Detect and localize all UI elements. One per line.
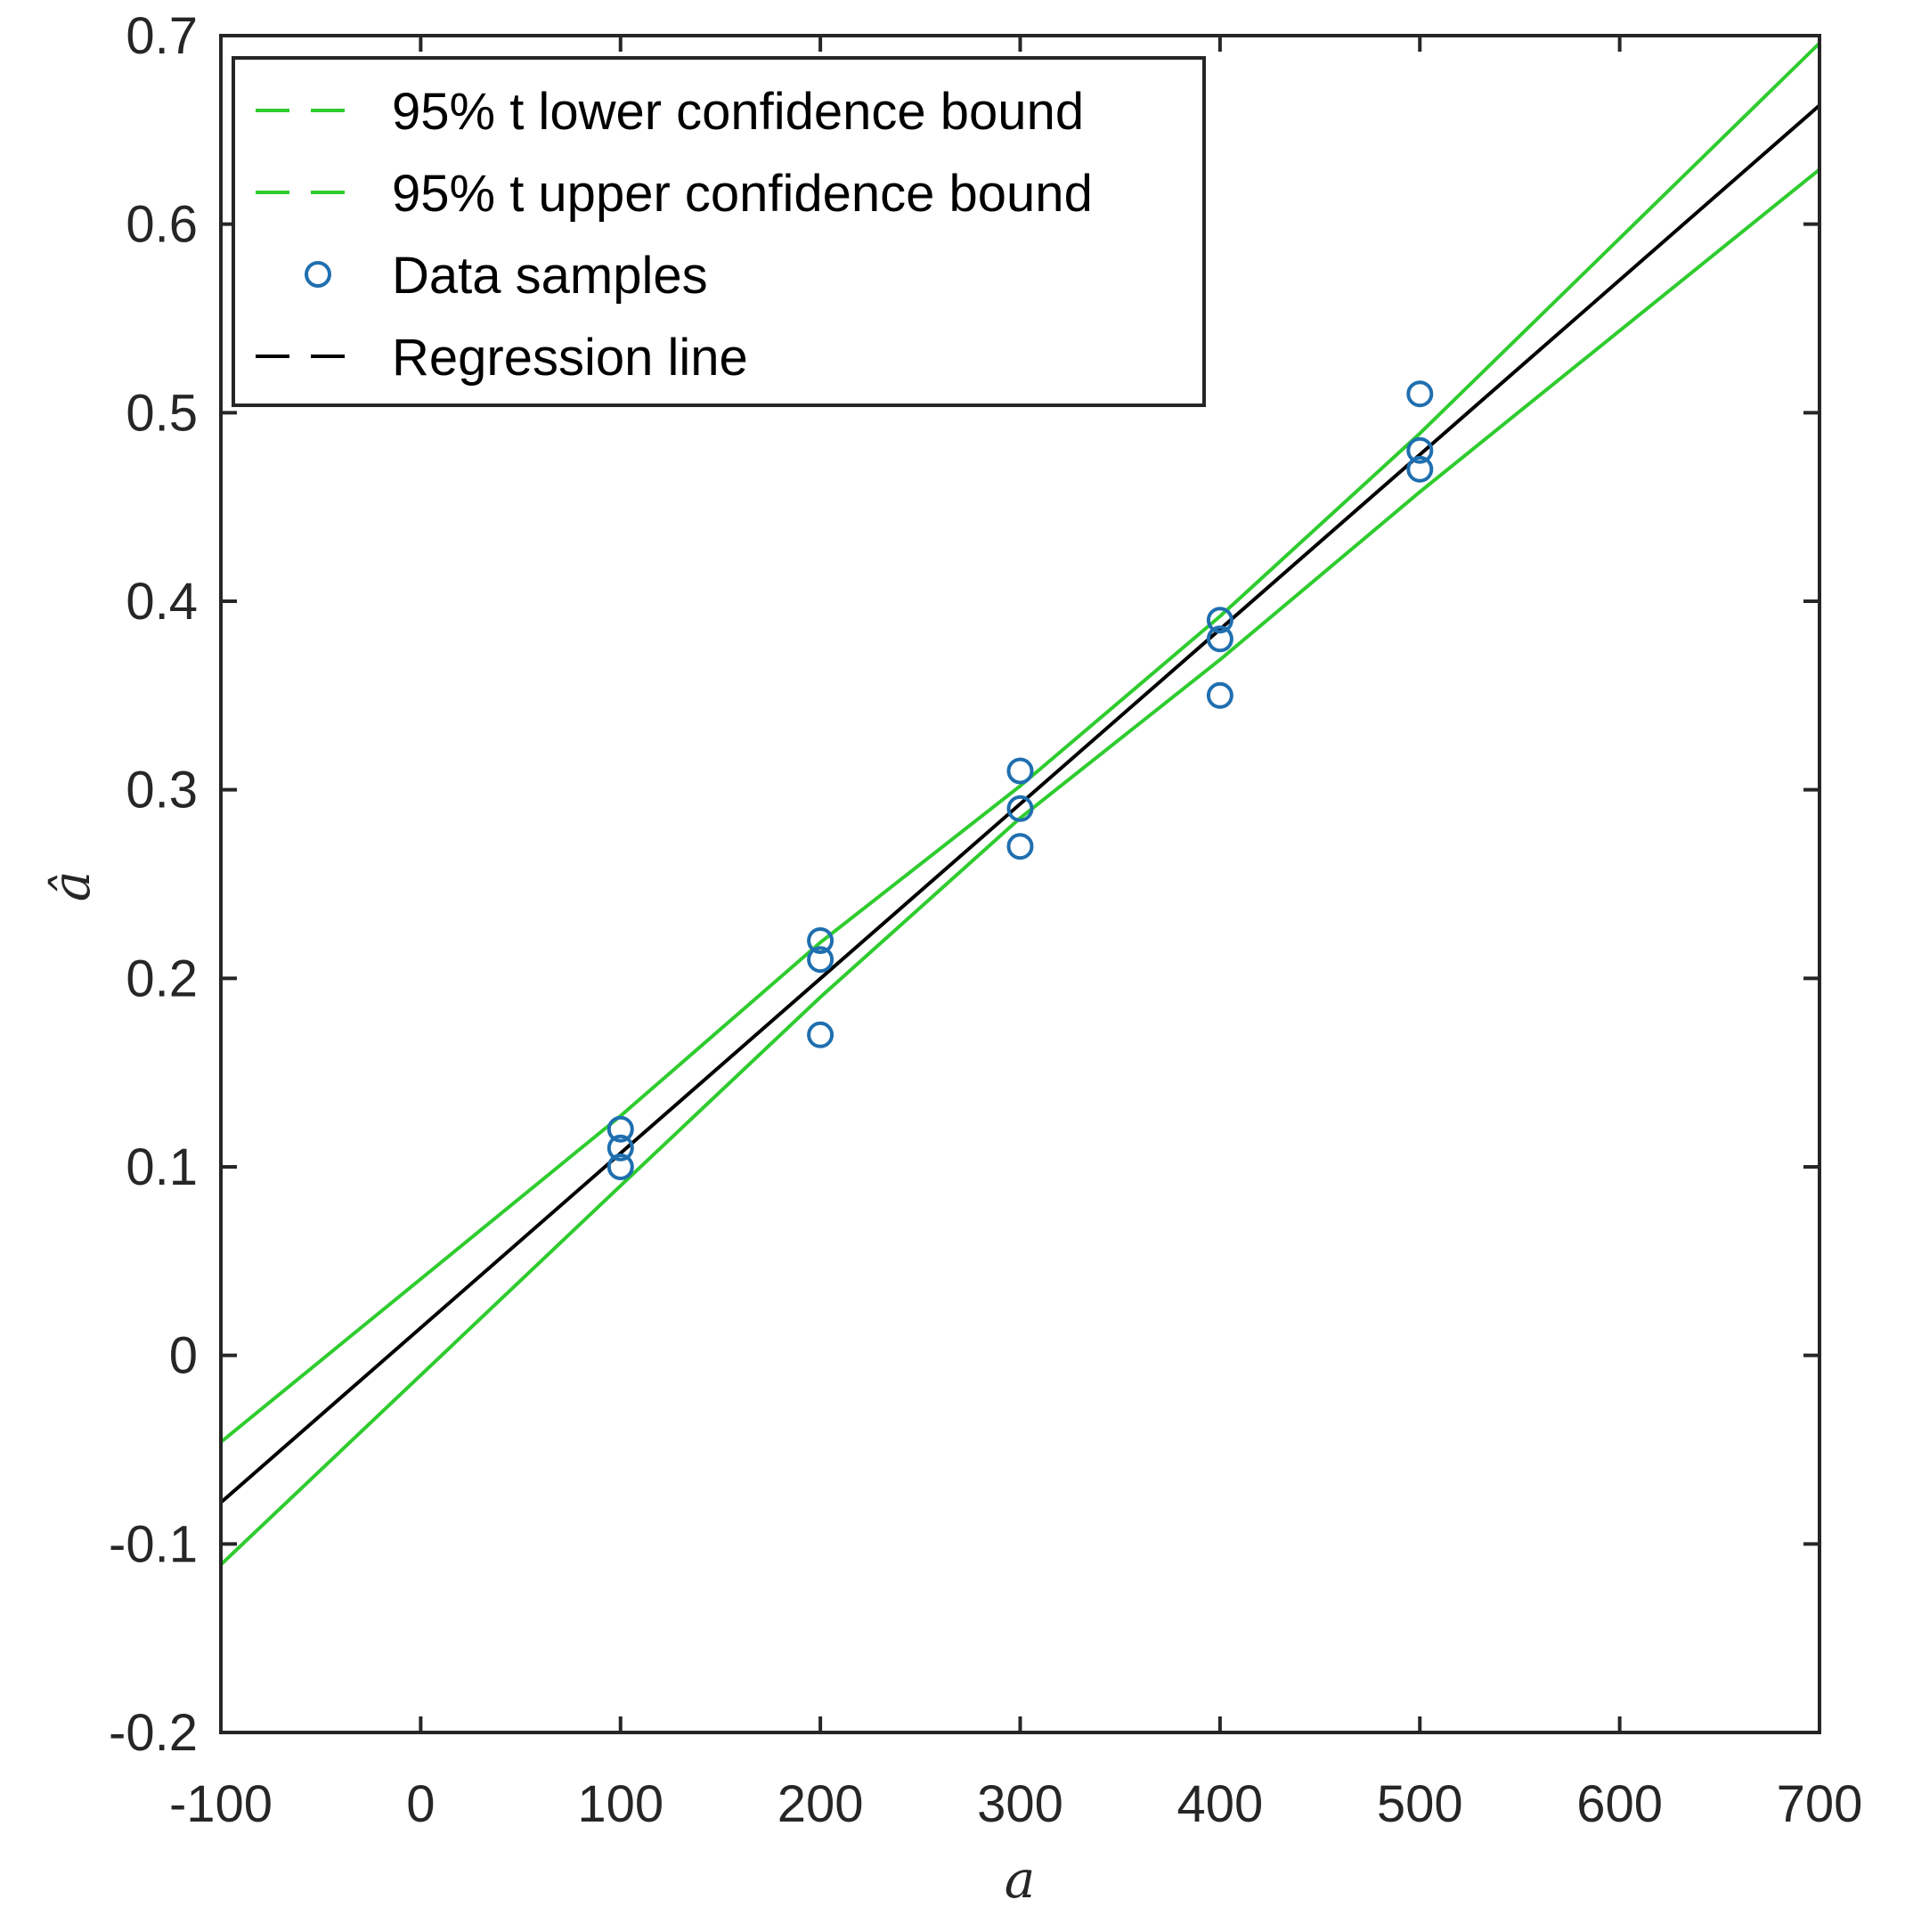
- x-tick-label: 100: [577, 1775, 663, 1833]
- x-axis-label: a: [1005, 1849, 1036, 1910]
- x-tick-label: 200: [777, 1775, 864, 1833]
- y-tick-label: 0: [169, 1327, 198, 1385]
- data-point: [1406, 436, 1434, 464]
- data-point: [1006, 833, 1034, 860]
- data-point: [1406, 380, 1434, 408]
- x-tick-label: 300: [977, 1775, 1063, 1833]
- y-tick-label: 0.3: [126, 762, 198, 819]
- x-tick-label: 0: [406, 1775, 435, 1833]
- y-tick-label: 0.6: [126, 196, 198, 254]
- y-tick-label: -0.1: [109, 1515, 198, 1573]
- legend-label-lower-bound: 95% t lower confidence bound: [392, 83, 1084, 141]
- legend-box: [232, 56, 1206, 407]
- series-line-3: [219, 103, 1821, 1504]
- data-point: [807, 1021, 834, 1048]
- y-tick-label: 0.2: [126, 950, 198, 1007]
- legend-label-regression-line: Regression line: [392, 329, 748, 387]
- legend-swatch-data-samples: [305, 261, 331, 288]
- data-point: [1406, 455, 1434, 483]
- legend-label-upper-bound: 95% t upper confidence bound: [392, 165, 1093, 223]
- y-tick-label: 0.4: [126, 573, 198, 631]
- x-tick-label: 700: [1777, 1775, 1863, 1833]
- data-point: [607, 1153, 634, 1180]
- legend-label-data-samples: Data samples: [392, 247, 708, 305]
- data-point: [1206, 607, 1233, 634]
- data-point: [607, 1115, 634, 1143]
- y-tick-label: -0.2: [109, 1704, 198, 1762]
- y-tick-label: 0.7: [126, 7, 198, 65]
- data-point: [807, 927, 834, 954]
- series-layer: [219, 42, 1821, 1567]
- y-tick-label: 0.1: [126, 1138, 198, 1196]
- data-point: [1006, 795, 1034, 822]
- data-point: [1206, 625, 1233, 653]
- x-tick-label: -100: [169, 1775, 273, 1833]
- y-tick-label: 0.5: [126, 384, 198, 442]
- data-point: [807, 946, 834, 974]
- data-point: [1206, 681, 1233, 709]
- x-tick-label: 500: [1377, 1775, 1463, 1833]
- data-point: [607, 1134, 634, 1162]
- ticks-layer: -100 0 100 200 300 400 500 600 700 -0.2 -0.1 0 0.1 0.…: [109, 7, 1862, 1833]
- y-axis-label: â: [41, 871, 102, 902]
- series-line-0: [219, 167, 1821, 1567]
- x-tick-label: 400: [1176, 1775, 1263, 1833]
- legend: 95% t lower confidence bound 95% t upper…: [232, 56, 1206, 407]
- data-point: [1006, 757, 1034, 785]
- x-tick-label: 600: [1576, 1775, 1663, 1833]
